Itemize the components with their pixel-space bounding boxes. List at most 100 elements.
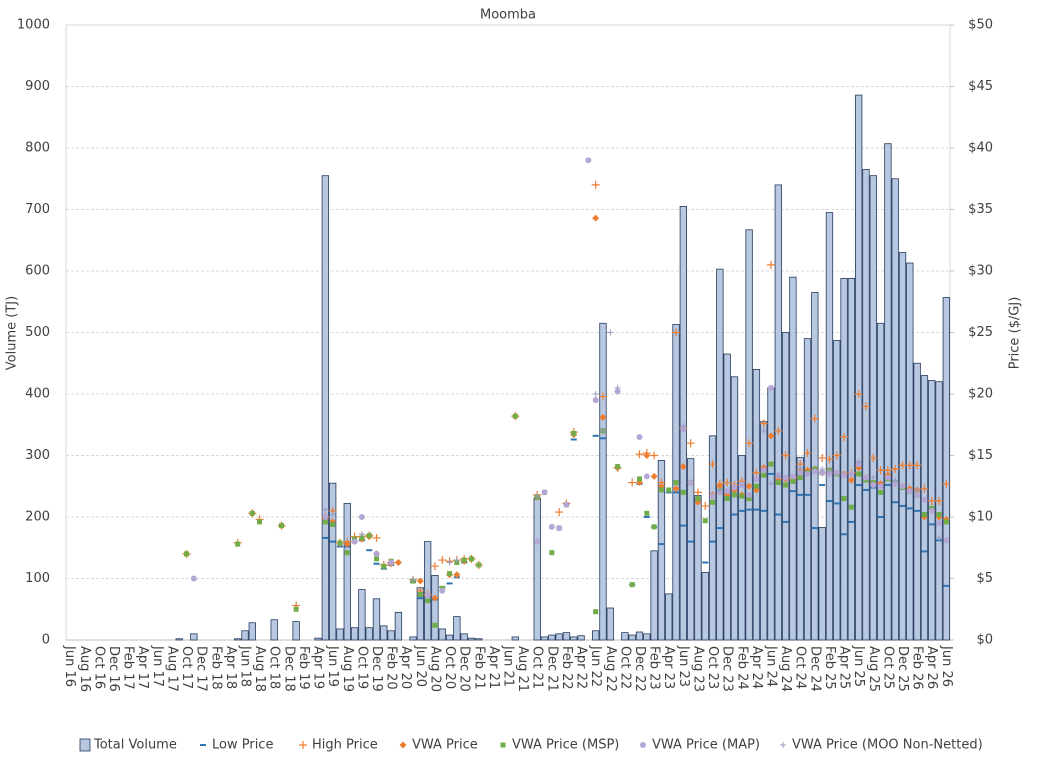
price-point	[686, 439, 695, 448]
price-point	[942, 479, 951, 488]
price-point	[607, 329, 614, 336]
x-tick-label: Jun 23	[676, 645, 691, 687]
bar	[752, 368, 761, 641]
price-point	[322, 519, 328, 525]
bar	[577, 635, 585, 641]
price-point	[738, 482, 745, 489]
y-tick-label: 900	[25, 79, 50, 94]
bar	[387, 630, 395, 641]
price-point	[555, 508, 564, 517]
legend-label: Low Price	[212, 738, 273, 753]
x-tick-label: Aug 24	[778, 646, 793, 692]
bar	[701, 571, 709, 641]
x-tick-label: Oct 25	[880, 646, 895, 689]
price-point	[746, 491, 753, 498]
price-point	[424, 592, 431, 599]
bar	[906, 262, 914, 641]
price-point	[430, 562, 439, 571]
y2-tick-label: $30	[968, 264, 993, 279]
y-tick-label: 400	[25, 387, 50, 402]
x-tick-label: Feb 20	[384, 646, 399, 690]
price-point	[701, 501, 710, 510]
price-point	[761, 472, 767, 478]
y-tick-label: 200	[25, 510, 50, 525]
bar	[847, 277, 856, 641]
x-tick-label: Oct 18	[267, 646, 282, 689]
price-point	[329, 511, 336, 518]
bar	[796, 456, 804, 641]
price-point	[359, 535, 365, 541]
price-point	[702, 518, 708, 524]
x-tick-label: Apr 17	[135, 646, 150, 689]
bar	[321, 175, 330, 641]
price-point	[695, 496, 701, 502]
price-point	[615, 464, 621, 470]
bar	[234, 638, 242, 641]
price-point	[614, 384, 621, 391]
price-point	[453, 571, 461, 579]
bar	[365, 627, 373, 641]
bar	[738, 455, 746, 641]
bar	[884, 143, 892, 641]
price-point	[534, 493, 541, 500]
x-tick-label: Dec 16	[106, 646, 121, 692]
x-tick-label: Aug 20	[427, 646, 442, 692]
bar	[920, 375, 929, 641]
bar	[665, 593, 673, 641]
legend-label: Total Volume	[93, 738, 177, 753]
bar	[475, 638, 483, 641]
price-point	[461, 557, 467, 563]
price-point	[892, 480, 899, 487]
x-tick-label: Feb 17	[121, 646, 136, 690]
bar	[942, 297, 951, 641]
bar	[599, 322, 607, 641]
price-point	[774, 426, 783, 435]
price-point	[549, 550, 555, 556]
bar	[789, 276, 797, 641]
x-tick-label: Oct 22	[617, 646, 632, 689]
bar	[635, 631, 644, 641]
price-point	[571, 430, 577, 436]
price-point	[914, 486, 921, 493]
x-tick-label: Dec 23	[720, 646, 735, 692]
price-point	[635, 450, 644, 459]
price-point	[819, 469, 826, 476]
price-point	[767, 432, 775, 440]
y2-tick-label: $15	[968, 448, 993, 463]
bar	[511, 636, 519, 641]
price-point	[752, 468, 761, 477]
price-point	[833, 469, 840, 476]
bar	[570, 636, 578, 641]
price-point	[190, 575, 197, 582]
price-point	[650, 451, 659, 460]
x-tick-label: Apr 22	[574, 646, 589, 689]
x-tick-label: Dec 21	[544, 646, 559, 692]
price-point	[279, 523, 285, 529]
price-point	[927, 497, 936, 506]
price-point	[322, 506, 329, 513]
y-tick-label: 800	[25, 141, 50, 156]
y2-tick-label: $50	[968, 18, 993, 33]
bar	[394, 611, 403, 641]
bar	[241, 630, 249, 641]
price-point	[716, 486, 723, 493]
price-point	[249, 510, 255, 516]
price-point	[745, 482, 753, 490]
price-point	[825, 455, 834, 464]
price-point	[614, 388, 621, 395]
chart-title: Moomba	[480, 8, 536, 23]
x-tick-label: Apr 21	[486, 646, 501, 689]
price-point	[731, 484, 738, 491]
price-point	[453, 557, 460, 564]
price-point	[818, 453, 827, 462]
price-point	[438, 556, 447, 565]
x-tick-label: Apr 26	[924, 646, 939, 689]
price-point	[643, 473, 650, 480]
price-point	[708, 460, 717, 469]
price-point	[351, 538, 358, 545]
y-tick-label: 1000	[17, 18, 50, 33]
price-point	[673, 480, 679, 486]
price-point	[936, 512, 942, 518]
price-point	[710, 499, 716, 505]
price-point	[373, 550, 380, 557]
